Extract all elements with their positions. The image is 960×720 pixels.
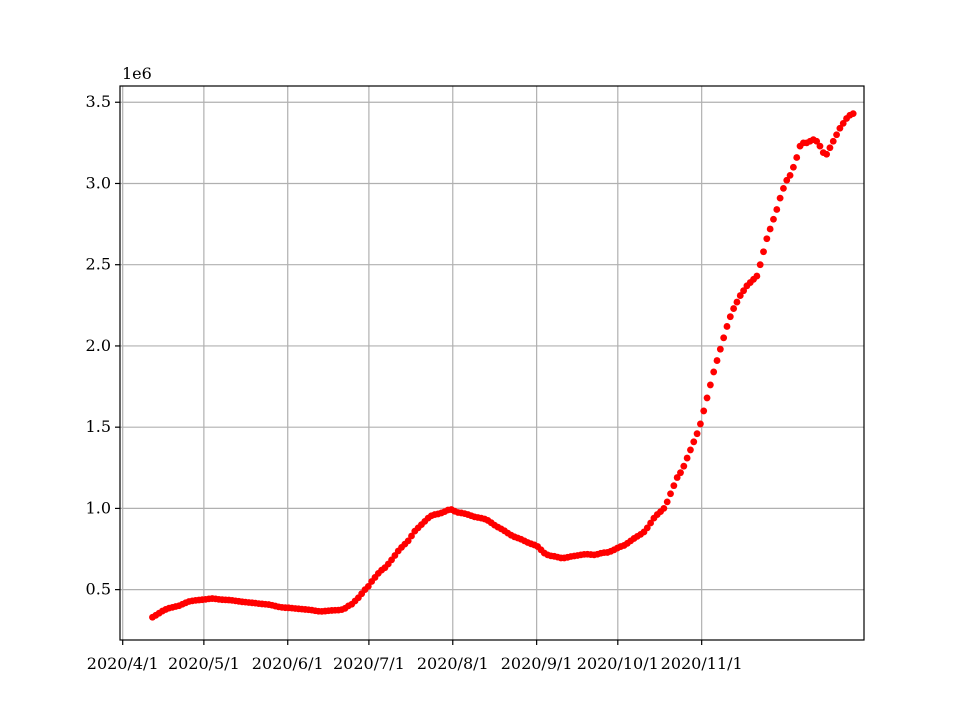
y-tick-label: 1.5 bbox=[86, 417, 111, 436]
data-point bbox=[660, 505, 668, 512]
data-point bbox=[753, 272, 761, 280]
data-point bbox=[693, 430, 701, 438]
x-tick-label: 2020/5/1 bbox=[168, 654, 240, 673]
data-point bbox=[839, 119, 847, 127]
data-point bbox=[716, 345, 724, 353]
y-tick-label: 3.0 bbox=[86, 173, 111, 192]
data-point bbox=[706, 381, 714, 389]
data-point bbox=[700, 407, 708, 415]
data-point bbox=[703, 394, 711, 402]
data-point bbox=[766, 225, 774, 233]
y-axis: 0.5 1.0 1.5 2.0 2.5 3.0 3.5 bbox=[86, 92, 120, 599]
data-point bbox=[776, 194, 784, 202]
data-point bbox=[736, 292, 744, 299]
data-point bbox=[733, 298, 741, 306]
data-point bbox=[687, 446, 694, 454]
data-point bbox=[726, 313, 734, 321]
x-axis: 2020/4/1 2020/5/1 2020/6/1 2020/7/1 2020/8/1… bbox=[87, 640, 743, 673]
data-point bbox=[673, 474, 681, 481]
data-point bbox=[780, 184, 787, 192]
data-point bbox=[773, 206, 781, 213]
x-tick-label: 2020/9/1 bbox=[501, 654, 573, 673]
data-point bbox=[829, 137, 837, 145]
data-point bbox=[833, 131, 840, 139]
y-tick-label: 2.5 bbox=[86, 255, 111, 274]
x-tick-label: 2020/7/1 bbox=[333, 654, 405, 673]
data-point bbox=[667, 490, 674, 498]
data-point bbox=[826, 144, 834, 152]
x-tick-label: 2020/6/1 bbox=[252, 654, 324, 673]
data-point bbox=[790, 163, 797, 171]
data-point bbox=[783, 176, 791, 184]
data-point bbox=[680, 462, 688, 470]
data-point bbox=[643, 524, 651, 532]
data-point bbox=[756, 261, 764, 269]
data-point bbox=[730, 305, 738, 312]
data-point bbox=[740, 287, 747, 295]
data-point bbox=[364, 582, 372, 590]
data-point bbox=[793, 154, 801, 161]
data-point bbox=[720, 334, 728, 342]
x-tick-label: 2020/8/1 bbox=[417, 654, 489, 673]
data-point bbox=[408, 532, 415, 540]
x-tick-label: 2020/10/1 bbox=[577, 654, 659, 673]
data-point bbox=[786, 171, 794, 179]
data-point bbox=[677, 469, 684, 477]
data-point bbox=[404, 537, 412, 545]
data-point bbox=[723, 323, 731, 330]
data-point bbox=[760, 248, 767, 256]
data-point bbox=[663, 498, 671, 506]
data-point bbox=[816, 142, 824, 150]
data-point bbox=[823, 150, 831, 158]
horizontal-gridlines bbox=[120, 101, 864, 591]
data-point bbox=[763, 235, 771, 243]
data-point bbox=[849, 110, 857, 118]
x-tick-label: 2020/11/1 bbox=[661, 654, 743, 673]
data-point bbox=[647, 519, 655, 527]
data-point bbox=[770, 215, 777, 223]
y-tick-label: 3.5 bbox=[86, 92, 111, 111]
y-offset-label: 1e6 bbox=[122, 64, 152, 83]
data-point bbox=[683, 454, 691, 462]
data-point bbox=[813, 137, 821, 145]
data-point bbox=[713, 357, 721, 364]
data-point bbox=[836, 124, 844, 132]
data-point bbox=[690, 438, 698, 446]
x-tick-label: 2020/4/1 bbox=[87, 654, 159, 673]
data-point bbox=[670, 482, 678, 490]
data-point bbox=[697, 420, 704, 428]
y-tick-label: 0.5 bbox=[86, 580, 111, 599]
plot-area bbox=[120, 86, 864, 640]
y-tick-label: 1.0 bbox=[86, 498, 111, 517]
data-points bbox=[149, 110, 857, 621]
data-point bbox=[710, 368, 718, 376]
axes-frame bbox=[119, 85, 865, 641]
y-tick-label: 2.0 bbox=[86, 336, 111, 355]
